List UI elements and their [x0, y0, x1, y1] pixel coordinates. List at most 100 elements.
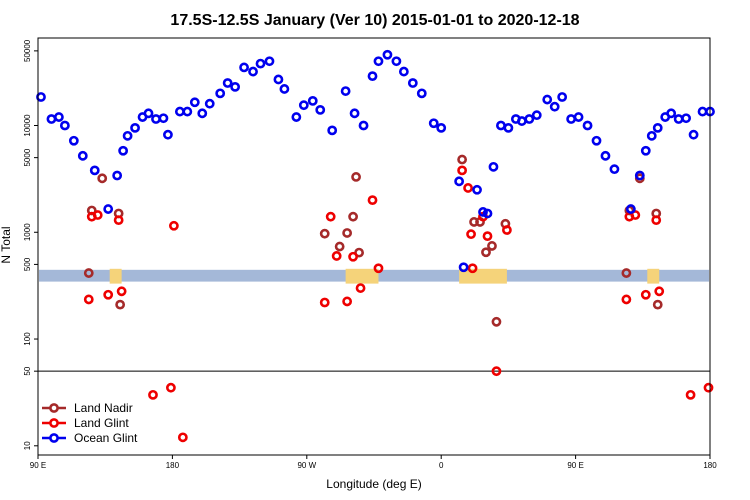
series-land-nadir: [83, 154, 663, 327]
land-glint-point-18: [457, 165, 468, 176]
ocean-glint-point-15: [158, 113, 169, 124]
ocean-glint-point-7: [103, 204, 114, 214]
y-tick-label-4: 1000: [23, 223, 32, 241]
ocean-glint-point-11: [130, 122, 140, 133]
ocean-glint-point-25: [239, 62, 249, 73]
land-band-1: [345, 268, 379, 284]
data-series: [36, 49, 715, 443]
land-glint-point-29: [640, 289, 651, 300]
land-glint-point-24: [491, 366, 502, 377]
ocean-glint-point-31: [291, 112, 302, 122]
ocean-glint-point-55: [503, 122, 514, 133]
land-glint-point-16: [367, 195, 378, 206]
land-nadir-point-22: [652, 299, 663, 310]
land-glint-point-6: [148, 389, 158, 400]
legend-marker-land-glint: [49, 418, 59, 428]
ocean-glint-point-69: [625, 204, 636, 214]
series-ocean-glint: [36, 49, 715, 273]
land-nadir-point-14: [481, 247, 491, 258]
ocean-glint-point-29: [273, 74, 284, 85]
land-glint-point-12: [331, 251, 342, 261]
ocean-glint-point-79: [697, 106, 708, 117]
ocean-glint-point-75: [666, 108, 677, 119]
y-tick-label-5: 5000: [23, 148, 32, 166]
ocean-glint-point-54: [496, 120, 506, 131]
y-axis-label: N Total: [0, 226, 13, 263]
ocean-glint-point-17: [174, 106, 185, 117]
y-axis: 10 50 100 500 1000 5000 10000 50000: [23, 39, 38, 450]
land-glint-point-19: [463, 183, 473, 193]
ocean-glint-point-8: [112, 170, 123, 181]
ocean-glint-point-77: [681, 113, 692, 124]
land-nadir-point-11: [457, 154, 468, 165]
plot-frame: [37, 37, 711, 456]
ocean-glint-point-70: [634, 170, 645, 181]
x-tick-label-3: 0: [439, 461, 444, 470]
land-band-0: [109, 268, 122, 284]
ocean-glint-point-22: [215, 88, 226, 99]
ocean-glint-point-39: [367, 71, 378, 82]
land-nadir-point-9: [351, 172, 361, 182]
ocean-glint-point-19: [189, 97, 200, 108]
ocean-glint-point-33: [307, 95, 318, 106]
ocean-glint-point-41: [382, 49, 393, 60]
ocean-glint-point-9: [118, 145, 129, 156]
ocean-glint-point-61: [549, 101, 560, 112]
land-glint-point-32: [685, 389, 696, 400]
ocean-glint-point-42: [391, 56, 402, 67]
x-axis: 90 E 180 90 W 0 90 E 180: [30, 455, 717, 470]
land-glint-point-33: [703, 382, 714, 393]
ocean-glint-point-65: [582, 120, 593, 131]
ocean-glint-point-53: [488, 161, 499, 172]
x-axis-label: Longitude (deg E): [326, 477, 421, 491]
legend-label-ocean-glint: Ocean Glint: [74, 431, 138, 445]
land-glint-point-13: [342, 296, 353, 307]
ocean-glint-point-60: [542, 94, 553, 105]
ocean-glint-point-40: [373, 56, 384, 67]
ocean-glint-point-35: [327, 125, 338, 136]
ocean-glint-point-38: [358, 120, 369, 131]
land-glint-point-7: [166, 382, 176, 393]
land-glint-point-31: [654, 286, 665, 297]
land-nadir-point-7: [342, 228, 353, 238]
y-tick-label-3: 500: [23, 257, 32, 271]
x-tick-label-5: 180: [703, 461, 717, 470]
land-glint-point-21: [467, 263, 478, 274]
ocean-glint-point-14: [151, 114, 161, 124]
land-glint-point-10: [319, 297, 330, 308]
land-glint-point-20: [466, 229, 476, 240]
land-glint-point-23: [482, 231, 493, 242]
ocean-glint-point-3: [59, 120, 70, 131]
legend-marker-ocean-glint: [49, 433, 59, 443]
ocean-glint-point-47: [436, 122, 447, 133]
land-nadir-point-0: [83, 268, 94, 278]
ocean-glint-point-23: [222, 78, 233, 88]
ocean-glint-point-20: [197, 108, 208, 119]
land-nadir-point-4: [115, 299, 126, 310]
ocean-glint-point-2: [54, 112, 64, 122]
y-tick-label-7: 50000: [23, 39, 32, 62]
land-nadir-point-8: [348, 211, 358, 222]
y-tick-label-1: 50: [23, 366, 32, 375]
land-glint-point-4: [113, 215, 124, 226]
land-nadir-point-5: [319, 228, 330, 239]
x-tick-label-0: 90 E: [30, 461, 46, 470]
ocean-glint-point-67: [600, 150, 611, 161]
land-glint-point-3: [103, 289, 114, 300]
land-glint-point-5: [116, 286, 127, 297]
land-glint-point-0: [83, 294, 94, 305]
ocean-glint-point-66: [591, 135, 602, 146]
ocean-glint-point-28: [264, 56, 275, 67]
y-tick-label-2: 100: [23, 332, 32, 346]
ocean-glint-point-21: [204, 98, 215, 109]
ocean-glint-point-57: [516, 116, 527, 126]
land-glint-point-15: [355, 283, 366, 293]
chart-title: 17.5S-12.5S January (Ver 10) 2015-01-01 …: [170, 12, 579, 29]
ocean-glint-point-1: [46, 114, 57, 124]
ocean-glint-point-34: [315, 104, 326, 115]
series-land-glint: [83, 165, 714, 443]
legend-label-land-glint: Land Glint: [74, 416, 129, 430]
land-glint-point-9: [177, 432, 188, 443]
ocean-glint-point-64: [573, 112, 584, 122]
